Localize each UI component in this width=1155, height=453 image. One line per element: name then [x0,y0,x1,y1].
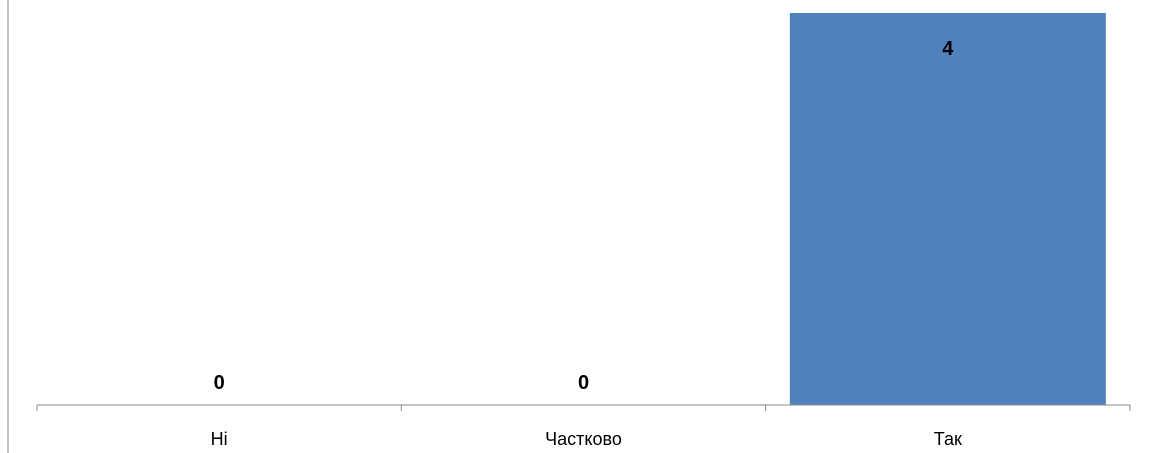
bar-2 [789,13,1106,405]
category-label-0: Ні [211,429,228,449]
data-label-0: 0 [214,372,225,394]
bars-group [789,13,1106,405]
data-labels-group: 0 0 4 [214,38,955,394]
category-label-2: Так [934,429,962,449]
data-label-2: 4 [942,38,954,60]
x-axis-ticks-group [36,405,1131,411]
category-label-1: Частково [545,429,622,449]
data-label-1: 0 [578,372,589,394]
category-labels-group: Ні Частково Так [211,429,962,449]
